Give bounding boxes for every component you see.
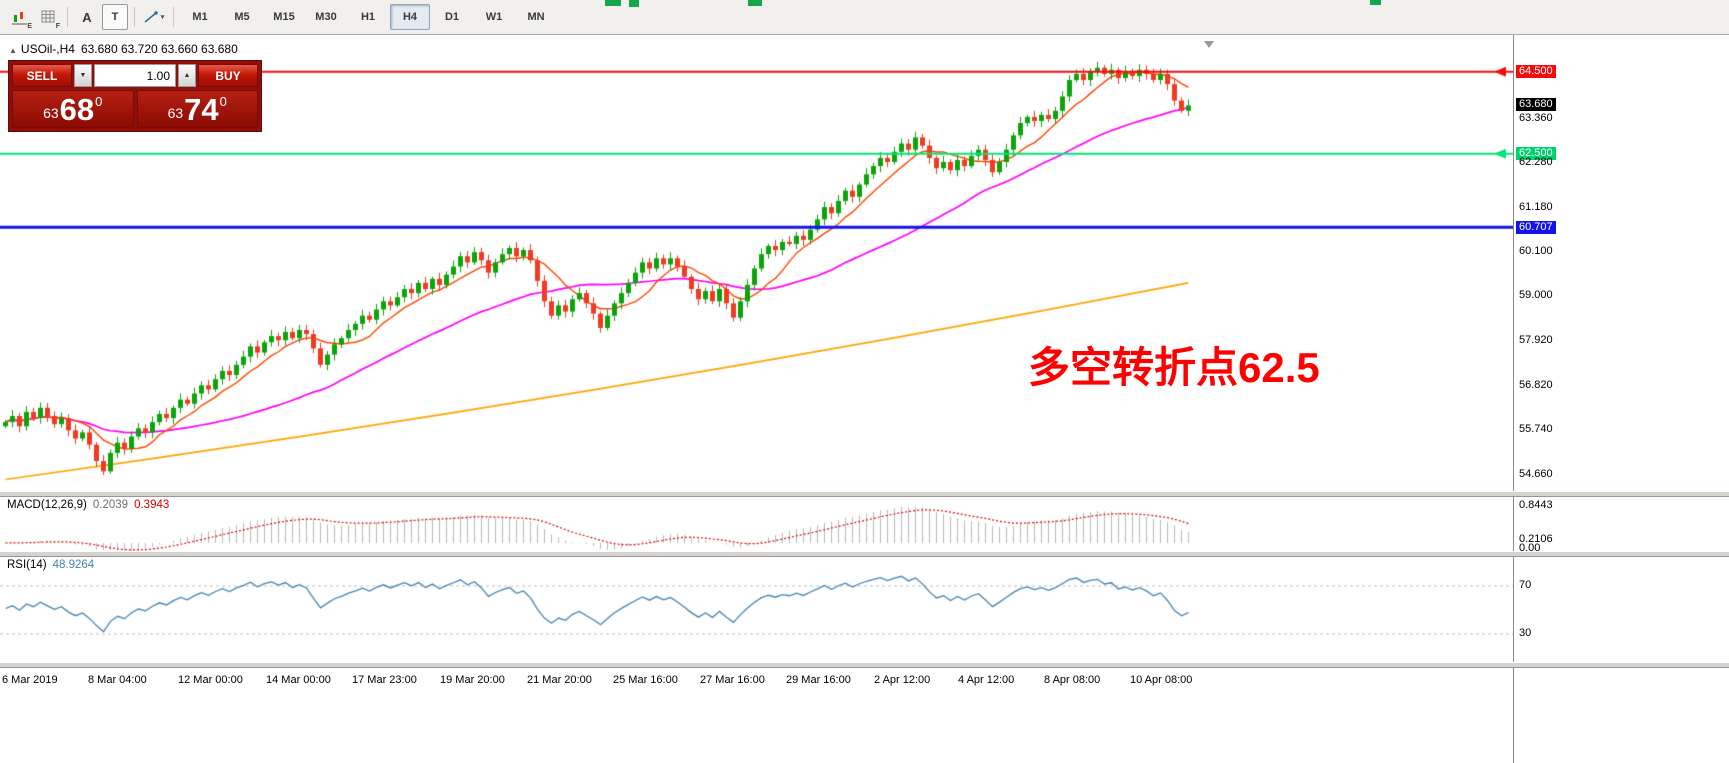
macd-label: MACD(12,26,9) 0.2039 0.3943 bbox=[7, 499, 169, 511]
rsi-value: 48.9264 bbox=[52, 559, 95, 571]
timeframe-h1[interactable]: H1 bbox=[360, 11, 376, 23]
axis-label: 56.820 bbox=[1519, 379, 1553, 391]
timeframe-m1[interactable]: M1 bbox=[192, 11, 208, 23]
ohlc-values: 63.680 63.720 63.660 63.680 bbox=[80, 42, 238, 56]
window-artifact bbox=[748, 0, 762, 6]
axis-label: 54.660 bbox=[1519, 468, 1553, 480]
timeframe-mn[interactable]: MN bbox=[527, 11, 545, 23]
panel-splitter[interactable] bbox=[0, 551, 1729, 557]
toolbar: E F A T ▾ M1 M5 M15 M30 H1 H4 D1 W1 MN bbox=[0, 0, 1729, 35]
axis-label: 60.100 bbox=[1519, 245, 1553, 257]
axis-label-current-price: 63.680 bbox=[1516, 98, 1556, 111]
ask-price-display[interactable]: 63 74 0 bbox=[136, 90, 258, 128]
ask-price-sup: 0 bbox=[219, 94, 227, 109]
price-axis[interactable]: 64.500 63.680 63.360 62.500 62.280 61.18… bbox=[1513, 35, 1729, 763]
axis-label-support: 60.707 bbox=[1516, 221, 1556, 234]
time-label: 17 Mar 23:00 bbox=[352, 674, 417, 686]
caret-down-icon: ▼ bbox=[79, 72, 87, 79]
bid-price-small: 63 bbox=[43, 105, 59, 121]
text-tool-icon[interactable]: A bbox=[82, 9, 92, 25]
macd-axis-max: 0.8443 bbox=[1519, 499, 1553, 511]
timeframe-h4[interactable]: H4 bbox=[390, 4, 430, 30]
axis-label: 63.360 bbox=[1519, 112, 1553, 124]
volume-input[interactable] bbox=[94, 64, 176, 87]
macd-name: MACD(12,26,9) bbox=[7, 499, 87, 511]
timeframe-d1[interactable]: D1 bbox=[444, 11, 460, 23]
icon-sub-label: E bbox=[27, 23, 32, 30]
draw-tools-icon[interactable]: ▾ bbox=[141, 4, 167, 30]
axis-label: 61.180 bbox=[1519, 201, 1553, 213]
symbol-label: USOil-,H4 bbox=[20, 42, 75, 56]
bid-price-display[interactable]: 63 68 0 bbox=[12, 90, 134, 128]
volume-increase-button[interactable]: ▲ bbox=[178, 64, 196, 87]
caret-up-icon: ▲ bbox=[183, 72, 191, 79]
toolbar-separator bbox=[67, 7, 68, 27]
grid-glyph-icon bbox=[41, 10, 54, 23]
time-label: 10 Apr 08:00 bbox=[1130, 674, 1193, 686]
macd-axis-current: 0.2106 bbox=[1519, 533, 1553, 545]
volume-decrease-button[interactable]: ▼ bbox=[74, 64, 92, 87]
time-label: 14 Mar 00:00 bbox=[266, 674, 331, 686]
axis-label: 59.000 bbox=[1519, 289, 1553, 301]
one-click-trade-panel: SELL ▼ ▲ BUY 63 68 0 63 74 0 bbox=[8, 60, 262, 132]
panel-splitter[interactable] bbox=[0, 491, 1729, 497]
panel-splitter[interactable] bbox=[0, 662, 1729, 668]
time-label: 29 Mar 16:00 bbox=[786, 674, 851, 686]
rsi-axis-30: 30 bbox=[1519, 627, 1532, 639]
ask-price-big: 74 bbox=[184, 92, 219, 127]
timeframe-m5[interactable]: M5 bbox=[234, 11, 250, 23]
time-label: 19 Mar 20:00 bbox=[440, 674, 505, 686]
window-artifact bbox=[629, 0, 639, 7]
toolbar-separator bbox=[173, 7, 174, 27]
axis-label: 57.920 bbox=[1519, 334, 1553, 346]
time-axis[interactable]: 6 Mar 2019 8 Mar 04:00 12 Mar 00:00 14 M… bbox=[0, 668, 1513, 690]
timeframe-m15[interactable]: M15 bbox=[273, 11, 295, 23]
time-label: 21 Mar 20:00 bbox=[527, 674, 592, 686]
axis-label: 62.280 bbox=[1519, 156, 1553, 168]
rsi-label: RSI(14) 48.9264 bbox=[7, 559, 94, 571]
text-label-tool-icon[interactable]: T bbox=[102, 4, 128, 30]
chevron-down-icon: ▾ bbox=[160, 14, 165, 21]
grid-icon[interactable]: F bbox=[35, 4, 61, 30]
window-artifact bbox=[605, 0, 621, 6]
bid-price-big: 68 bbox=[59, 92, 95, 127]
time-label: 27 Mar 16:00 bbox=[700, 674, 765, 686]
timeframe-m30[interactable]: M30 bbox=[315, 11, 337, 23]
axis-label: 55.740 bbox=[1519, 423, 1553, 435]
timeframe-w1[interactable]: W1 bbox=[485, 11, 503, 23]
chart-text-annotation: 多空转折点62.5 bbox=[1028, 344, 1320, 391]
chart-shift-marker bbox=[1204, 41, 1214, 48]
macd-indicator-canvas[interactable] bbox=[0, 497, 1513, 551]
sell-button[interactable]: SELL bbox=[12, 64, 72, 87]
toolbar-separator bbox=[134, 7, 135, 27]
rsi-indicator-canvas[interactable] bbox=[0, 557, 1513, 662]
macd-main-value: 0.2039 bbox=[92, 499, 129, 511]
time-label: 12 Mar 00:00 bbox=[178, 674, 243, 686]
collapse-icon[interactable]: ▲ bbox=[9, 46, 17, 55]
time-label: 4 Apr 12:00 bbox=[958, 674, 1015, 686]
chart-title: ▲ USOil-,H4 63.680 63.720 63.660 63.680 bbox=[9, 42, 238, 56]
bid-price-sup: 0 bbox=[95, 94, 103, 109]
window-artifact bbox=[1370, 0, 1381, 5]
axis-label-resistance: 64.500 bbox=[1516, 65, 1556, 78]
macd-signal-value: 0.3943 bbox=[134, 499, 170, 511]
time-label: 2 Apr 12:00 bbox=[874, 674, 931, 686]
icon-sub-label: F bbox=[55, 23, 60, 30]
rsi-axis-70: 70 bbox=[1519, 579, 1532, 591]
candlestick-chart-icon bbox=[12, 11, 27, 24]
rsi-name: RSI(14) bbox=[7, 559, 47, 571]
chart-window-icon[interactable]: E bbox=[7, 4, 33, 30]
axis-label-pivot: 62.500 bbox=[1516, 147, 1556, 160]
time-label: 8 Mar 04:00 bbox=[88, 674, 147, 686]
time-label: 25 Mar 16:00 bbox=[613, 674, 678, 686]
time-label: 6 Mar 2019 bbox=[2, 674, 58, 686]
trendline-glyph-icon bbox=[144, 10, 158, 23]
time-label: 8 Apr 08:00 bbox=[1044, 674, 1101, 686]
ask-price-small: 63 bbox=[167, 105, 184, 121]
buy-button[interactable]: BUY bbox=[198, 64, 258, 87]
